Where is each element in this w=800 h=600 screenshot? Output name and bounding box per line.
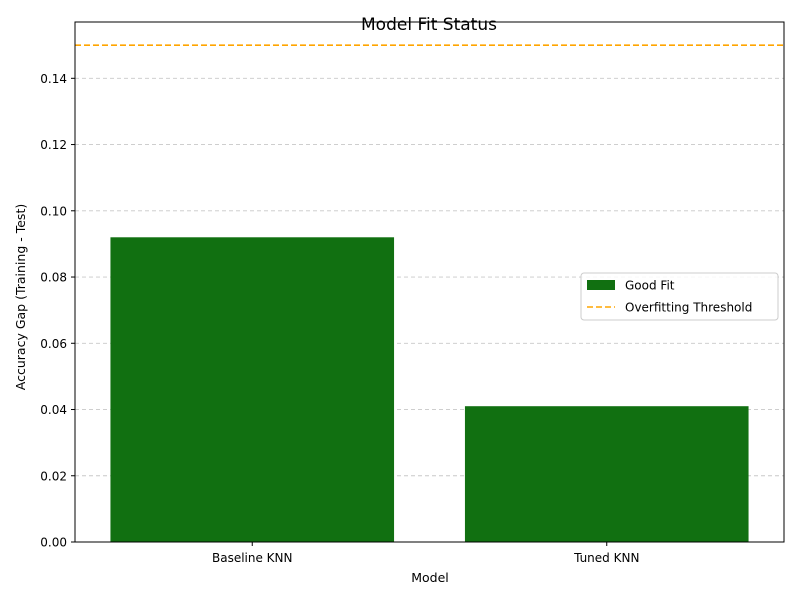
x-axis-label: Model — [411, 570, 449, 585]
y-tick-label: 0.02 — [40, 469, 67, 483]
legend: Good Fit Overfitting Threshold — [580, 272, 779, 321]
bar — [464, 406, 749, 542]
x-axis-ticks: Baseline KNN Tuned KNN — [212, 542, 639, 565]
y-tick-label: 0.08 — [40, 271, 67, 285]
y-tick-label: 0.14 — [40, 72, 67, 86]
y-tick-label: 0.10 — [40, 204, 67, 218]
x-tick-label: Baseline KNN — [212, 551, 293, 565]
y-tick-label: 0.00 — [40, 536, 67, 550]
legend-swatch — [587, 280, 615, 290]
bar — [110, 237, 395, 542]
chart-title: Model Fit Status — [361, 15, 497, 35]
y-axis-ticks: 0.00 0.02 0.04 0.06 0.08 0.10 0.12 0.14 — [40, 72, 75, 550]
y-axis-label: Accuracy Gap (Training - Test) — [13, 204, 28, 390]
x-tick-label: Tuned KNN — [573, 551, 639, 565]
legend-label: Overfitting Threshold — [625, 301, 752, 315]
bars — [110, 237, 749, 542]
y-tick-label: 0.06 — [40, 337, 67, 351]
plot-frame — [74, 21, 785, 543]
y-tick-label: 0.04 — [40, 403, 67, 417]
legend-label: Good Fit — [625, 279, 675, 293]
legend-box — [580, 272, 779, 321]
y-tick-label: 0.12 — [40, 138, 67, 152]
